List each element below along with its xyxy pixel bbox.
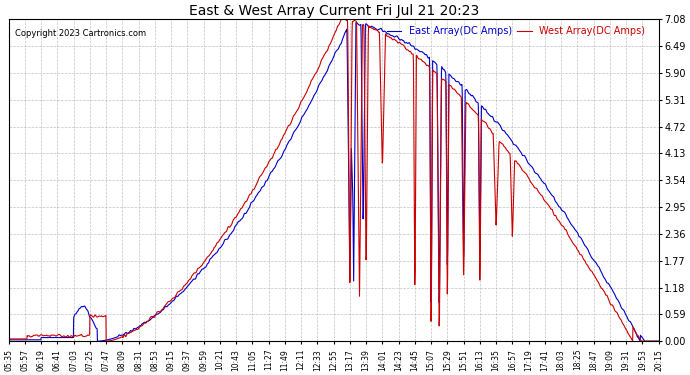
East Array(DC Amps) (636, 339, 644, 344)
West Array(DC Amps) (321, 52, 329, 56)
East Array(DC Amps) (321, 73, 329, 78)
West Array(DC Amps) (304, 88, 312, 92)
Line: West Array(DC Amps): West Array(DC Amps) (9, 18, 659, 341)
East Array(DC Amps) (304, 106, 312, 111)
West Array(DC Amps) (635, 336, 644, 341)
East Array(DC Amps) (352, 20, 360, 25)
East Array(DC Amps) (38, 335, 46, 340)
Title: East & West Array Current Fri Jul 21 20:23: East & West Array Current Fri Jul 21 20:… (188, 4, 479, 18)
East Array(DC Amps) (635, 338, 644, 343)
West Array(DC Amps) (339, 16, 347, 21)
Text: Copyright 2023 Cartronics.com: Copyright 2023 Cartronics.com (15, 29, 146, 38)
East Array(DC Amps) (641, 339, 649, 344)
East Array(DC Amps) (655, 339, 663, 344)
West Array(DC Amps) (655, 339, 663, 344)
West Array(DC Amps) (5, 337, 13, 341)
West Array(DC Amps) (38, 333, 46, 337)
East Array(DC Amps) (517, 150, 525, 154)
Line: East Array(DC Amps): East Array(DC Amps) (9, 22, 659, 341)
West Array(DC Amps) (638, 339, 646, 344)
West Array(DC Amps) (636, 337, 644, 341)
East Array(DC Amps) (5, 338, 13, 342)
West Array(DC Amps) (517, 165, 525, 170)
Legend: East Array(DC Amps), West Array(DC Amps): East Array(DC Amps), West Array(DC Amps) (385, 24, 647, 38)
